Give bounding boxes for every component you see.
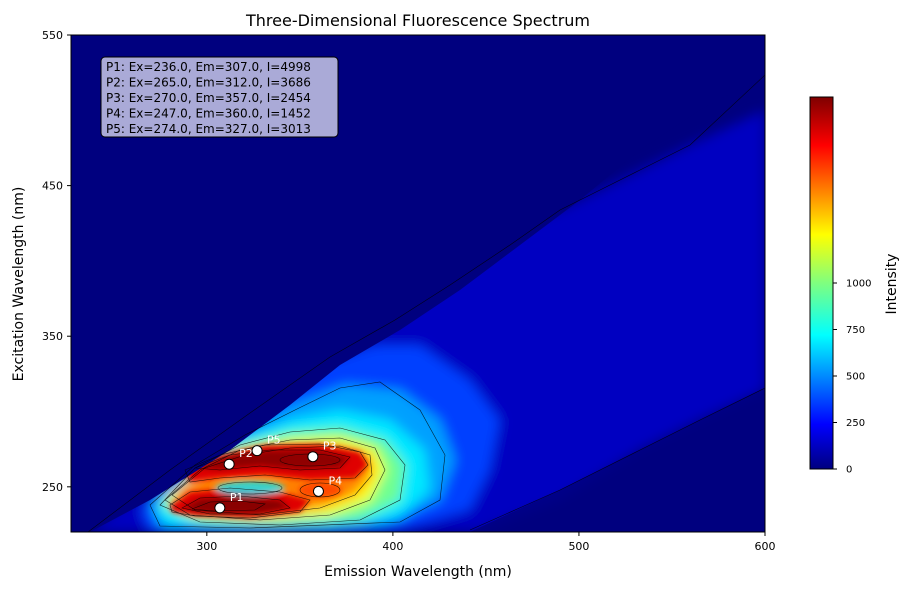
x-tick-label: 300 bbox=[196, 540, 217, 553]
annotation-line: P1: Ex=236.0, Em=307.0, I=4998 bbox=[106, 60, 311, 74]
peak-label: P3 bbox=[323, 440, 337, 453]
y-tick-label: 350 bbox=[42, 330, 63, 343]
colorbar: 0 250 500 750 1000 Intensity bbox=[809, 96, 900, 476]
peak-marker bbox=[307, 451, 319, 463]
y-axis-label: Excitation Wavelength (nm) bbox=[11, 187, 27, 382]
peak-marker bbox=[223, 458, 235, 470]
y-axis: 250 350 450 550 bbox=[42, 29, 71, 494]
x-axis-label: Emission Wavelength (nm) bbox=[324, 564, 512, 580]
x-tick-label: 600 bbox=[755, 540, 776, 553]
second-order-mask bbox=[470, 388, 765, 532]
peak-marker bbox=[214, 502, 226, 514]
x-tick-label: 500 bbox=[568, 540, 589, 553]
chart-title: Three-Dimensional Fluorescence Spectrum bbox=[245, 11, 590, 30]
annotation-line: P2: Ex=265.0, Em=312.0, I=3686 bbox=[106, 76, 311, 90]
x-tick-label: 400 bbox=[382, 540, 403, 553]
colorbar-tick-label: 0 bbox=[846, 465, 852, 476]
peak-markers: P1 P2 P3 P4 P5 bbox=[214, 434, 342, 514]
colorbar-tick-label: 750 bbox=[846, 325, 865, 336]
y-tick-label: 250 bbox=[42, 481, 63, 494]
colorbar-tick-label: 250 bbox=[846, 418, 865, 429]
colorbar-gradient bbox=[809, 96, 834, 470]
peak-marker bbox=[251, 445, 263, 457]
peak-annotation-box: P1: Ex=236.0, Em=307.0, I=4998 P2: Ex=265… bbox=[100, 56, 339, 138]
x-axis: 300 400 500 600 bbox=[196, 532, 776, 553]
colorbar-label: Intensity bbox=[884, 254, 900, 315]
heatmap-core bbox=[170, 444, 368, 518]
y-tick-label: 550 bbox=[42, 29, 63, 42]
annotation-line: P5: Ex=274.0, Em=327.0, I=3013 bbox=[106, 122, 311, 136]
scatter-mask bbox=[71, 35, 765, 532]
annotation-line: P4: Ex=247.0, Em=360.0, I=1452 bbox=[106, 107, 311, 121]
colorbar-tick-label: 1000 bbox=[846, 279, 871, 290]
peak-label: P2 bbox=[239, 447, 253, 460]
peak-label: P1 bbox=[230, 491, 244, 504]
plot-frame bbox=[70, 34, 766, 533]
peak-label: P5 bbox=[267, 434, 281, 447]
heatmap-area bbox=[71, 35, 765, 532]
annotation-line: P3: Ex=270.0, Em=357.0, I=2454 bbox=[106, 91, 311, 105]
y-tick-label: 450 bbox=[42, 180, 63, 193]
colorbar-tick-label: 500 bbox=[846, 372, 865, 383]
peak-marker bbox=[312, 485, 324, 497]
peak-label: P4 bbox=[328, 474, 342, 487]
